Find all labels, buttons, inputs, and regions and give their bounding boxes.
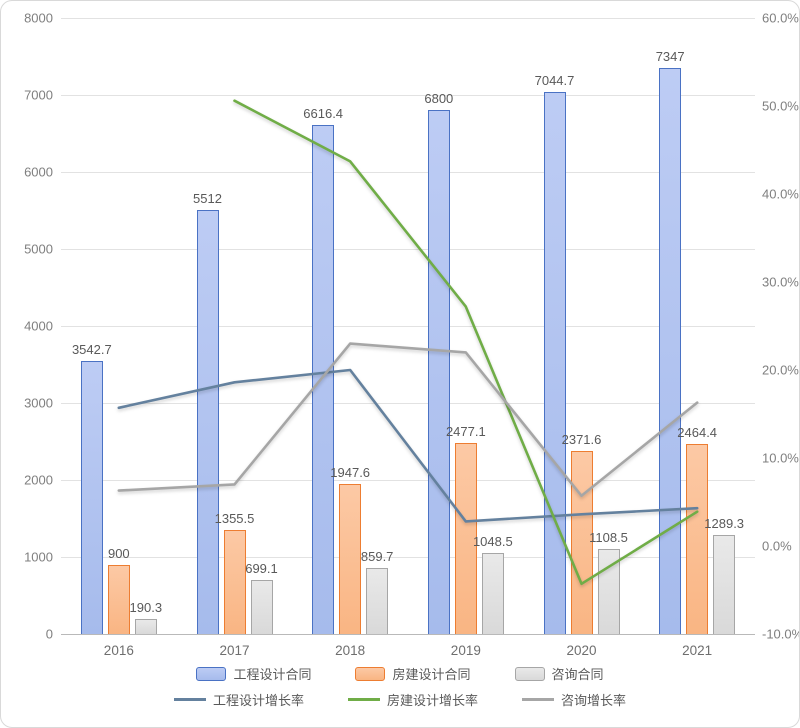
left-axis-tick-label: 1000 xyxy=(24,549,53,565)
left-axis-tick-label: 6000 xyxy=(24,164,53,180)
left-axis-tick-label: 8000 xyxy=(24,10,53,26)
legend-line-swatch-icon xyxy=(347,698,380,701)
data-label: 1108.5 xyxy=(589,529,628,545)
legend-label: 工程设计合同 xyxy=(233,667,312,682)
bar-咨询合同[interactable] xyxy=(250,580,273,634)
category-label: 2016 xyxy=(103,643,134,658)
legend-row-bars: 工程设计合同 房建设计合同 咨询合同 xyxy=(196,664,604,683)
data-label: 7347 xyxy=(655,49,685,65)
data-label: 1048.5 xyxy=(472,534,513,550)
category-label: 2017 xyxy=(219,643,250,658)
bar-工程设计合同[interactable] xyxy=(659,68,682,634)
legend-label: 房建设计合同 xyxy=(392,667,471,682)
left-axis-tick-label: 4000 xyxy=(24,318,53,334)
category-label: 2018 xyxy=(335,643,366,658)
left-axis-tick-label: 0 xyxy=(45,626,53,642)
data-label: 1355.5 xyxy=(214,510,255,526)
bar-咨询合同[interactable] xyxy=(597,548,620,634)
legend: 工程设计合同 房建设计合同 咨询合同工程设计增长率 房建设计增长率 咨询增长率 xyxy=(1,664,799,709)
bar-工程设计合同[interactable] xyxy=(427,110,450,634)
data-label: 7044.7 xyxy=(534,72,575,88)
legend-item-工程设计增长率[interactable]: 工程设计增长率 xyxy=(173,690,304,709)
data-label: 859.7 xyxy=(360,548,394,564)
legend-label: 咨询增长率 xyxy=(561,693,627,708)
data-label: 699.1 xyxy=(245,561,278,577)
category-label: 2020 xyxy=(566,643,597,658)
category-label: 2019 xyxy=(450,643,481,658)
data-label: 2464.4 xyxy=(677,425,718,441)
legend-row-lines: 工程设计增长率 房建设计增长率 咨询增长率 xyxy=(173,690,626,709)
data-label: 3542.7 xyxy=(71,342,112,358)
bar-工程设计合同[interactable] xyxy=(80,361,103,634)
bar-工程设计合同[interactable] xyxy=(196,209,219,634)
gridline xyxy=(61,249,755,250)
data-label: 1289.3 xyxy=(704,515,745,531)
data-label: 6800 xyxy=(424,91,454,107)
right-axis-tick-label: 50.0% xyxy=(762,98,799,114)
gridline xyxy=(61,172,755,173)
data-label: 900 xyxy=(107,545,130,561)
bar-咨询合同[interactable] xyxy=(481,553,504,634)
right-axis-tick-label: 60.0% xyxy=(762,10,799,26)
gridline xyxy=(61,557,755,558)
left-axis-tick-label: 3000 xyxy=(24,395,53,411)
legend-bar-swatch-icon xyxy=(355,666,386,681)
gridline xyxy=(61,95,755,96)
legend-label: 房建设计增长率 xyxy=(386,693,478,708)
left-axis-tick-label: 2000 xyxy=(24,472,53,488)
gridline xyxy=(61,326,755,327)
gridline xyxy=(61,18,755,19)
legend-item-房建设计增长率[interactable]: 房建设计增长率 xyxy=(347,690,478,709)
bar-工程设计合同[interactable] xyxy=(543,91,566,634)
legend-label: 咨询合同 xyxy=(551,667,604,682)
x-axis-line xyxy=(61,634,755,635)
right-axis-tick-label: 10.0% xyxy=(762,450,799,466)
data-label: 2477.1 xyxy=(445,424,486,440)
legend-line-swatch-icon xyxy=(173,698,206,701)
legend-line-swatch-icon xyxy=(522,698,554,701)
legend-label: 工程设计增长率 xyxy=(212,693,304,708)
data-label: 5512 xyxy=(193,190,222,206)
legend-item-工程设计合同[interactable]: 工程设计合同 xyxy=(196,664,311,683)
bar-房建设计合同[interactable] xyxy=(223,529,246,634)
category-label: 2021 xyxy=(682,643,713,658)
right-axis-tick-label: 30.0% xyxy=(762,274,799,290)
data-label: 2371.6 xyxy=(561,432,602,448)
data-label: 190.3 xyxy=(129,600,163,616)
bar-工程设计合同[interactable] xyxy=(312,124,335,634)
bar-咨询合同[interactable] xyxy=(366,567,389,634)
legend-item-咨询合同[interactable]: 咨询合同 xyxy=(514,664,604,683)
right-axis-tick-label: -10.0% xyxy=(762,626,800,642)
legend-bar-swatch-icon xyxy=(196,666,227,681)
left-axis-tick-label: 7000 xyxy=(24,87,53,103)
gridline xyxy=(61,480,755,481)
legend-bar-swatch-icon xyxy=(514,666,545,681)
bar-咨询合同[interactable] xyxy=(713,534,736,634)
gridline xyxy=(61,403,755,404)
bar-咨询合同[interactable] xyxy=(134,619,157,634)
data-label: 1947.6 xyxy=(330,465,371,481)
left-axis-tick-label: 5000 xyxy=(24,241,53,257)
bar-房建设计合同[interactable] xyxy=(339,484,362,634)
bar-房建设计合同[interactable] xyxy=(107,564,130,634)
right-axis-tick-label: 40.0% xyxy=(762,186,799,202)
right-axis-tick-label: 20.0% xyxy=(762,362,799,378)
legend-item-咨询增长率[interactable]: 咨询增长率 xyxy=(522,690,626,709)
bar-房建设计合同[interactable] xyxy=(686,444,709,634)
data-label: 6616.4 xyxy=(303,105,344,121)
right-axis-tick-label: 0.0% xyxy=(762,538,792,554)
legend-item-房建设计合同[interactable]: 房建设计合同 xyxy=(355,664,471,683)
